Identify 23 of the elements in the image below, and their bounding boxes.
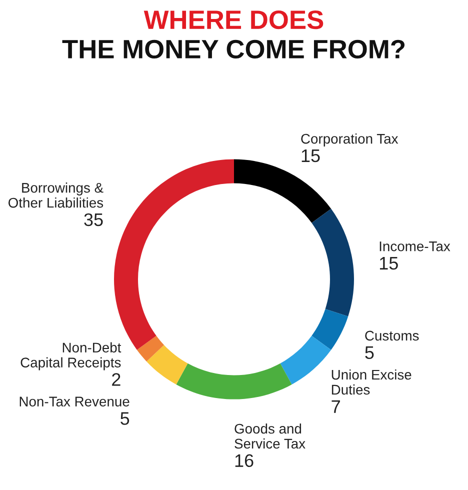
donut-slice xyxy=(312,208,354,316)
data-label: 5 xyxy=(120,412,130,425)
slice-label: Non-Debt Capital Receipts xyxy=(20,342,122,370)
data-label: 15 xyxy=(380,257,398,270)
donut-slice xyxy=(312,308,348,350)
data-label: 5 xyxy=(365,346,374,360)
donut-slice xyxy=(176,363,292,400)
slice-label: Goods and Service Tax xyxy=(234,423,306,449)
data-label: 2 xyxy=(112,373,120,386)
donut-slice xyxy=(136,336,164,362)
slice-label: Customs xyxy=(365,330,419,341)
data-label: 7 xyxy=(332,400,340,413)
data-label: 15 xyxy=(302,150,320,162)
data-label: 35 xyxy=(84,213,103,226)
slice-label: Union Excise Duties xyxy=(332,369,412,395)
slice-label: Borrowings & Other Liabilities xyxy=(8,182,104,208)
donut-slice xyxy=(280,336,332,384)
donut-slice xyxy=(146,345,188,384)
data-label: 16 xyxy=(235,454,254,468)
chart-title: WHERE DOES THE MONEY COME FROM? xyxy=(62,10,405,59)
slice-label: Income-Tax xyxy=(380,242,450,252)
slice-label: Corporation Tax xyxy=(301,134,398,146)
slice-label: Non-Tax Revenue xyxy=(20,396,130,406)
